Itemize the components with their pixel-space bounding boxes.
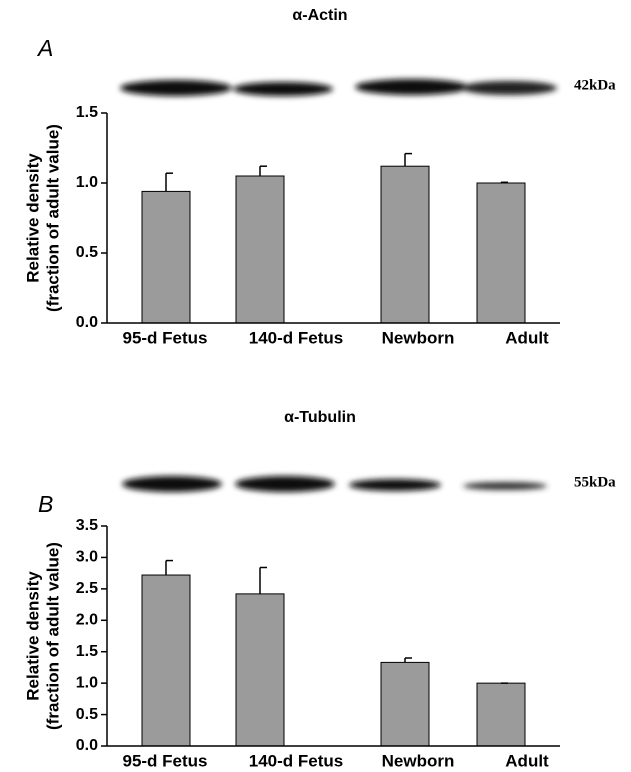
figure: α-ActinA42kDaRelative density(fraction o… [0,0,631,772]
y-tick-label: 1.5 [76,643,98,660]
chart-title: α-Actin [292,7,347,24]
band-label: 42kDa [574,77,616,93]
y-tick-label: 3.5 [76,517,98,534]
bar [142,575,190,746]
y-tick-label: 2.5 [76,580,98,597]
x-tick-label: Adult [505,751,549,770]
y-tick-label: 2.0 [76,612,98,629]
bar [381,166,429,323]
x-tick-label: Newborn [382,751,455,770]
bar [477,183,525,323]
x-tick-label: Adult [505,328,549,347]
y-tick-label: 0.5 [76,706,98,723]
y-axis-label: (fraction of adult value) [43,542,62,730]
y-tick-label: 1.5 [76,104,98,121]
bar [236,176,284,323]
y-tick-label: 3.0 [76,549,98,566]
panel-label: B [38,491,53,517]
bar [381,662,429,746]
blot-a [120,79,557,96]
band-label: 55kDa [574,474,616,490]
panel-label: A [36,35,53,61]
x-tick-label: 140-d Fetus [249,751,343,770]
x-tick-label: 140-d Fetus [249,328,343,347]
blot-b [122,476,547,492]
x-tick-label: Newborn [382,328,455,347]
chart-title: α-Tubulin [284,409,356,426]
bar [477,683,525,746]
y-tick-label: 0.0 [76,314,98,331]
bar [142,191,190,323]
y-axis-label: Relative density [23,571,42,701]
y-tick-label: 1.0 [76,674,98,691]
bar [236,594,284,746]
x-tick-label: 95-d Fetus [122,751,207,770]
y-tick-label: 0.5 [76,244,98,261]
y-axis-label: Relative density [23,153,42,283]
y-axis-label: (fraction of adult value) [43,124,62,312]
y-tick-label: 0.0 [76,737,98,754]
x-tick-label: 95-d Fetus [122,328,207,347]
y-tick-label: 1.0 [76,174,98,191]
